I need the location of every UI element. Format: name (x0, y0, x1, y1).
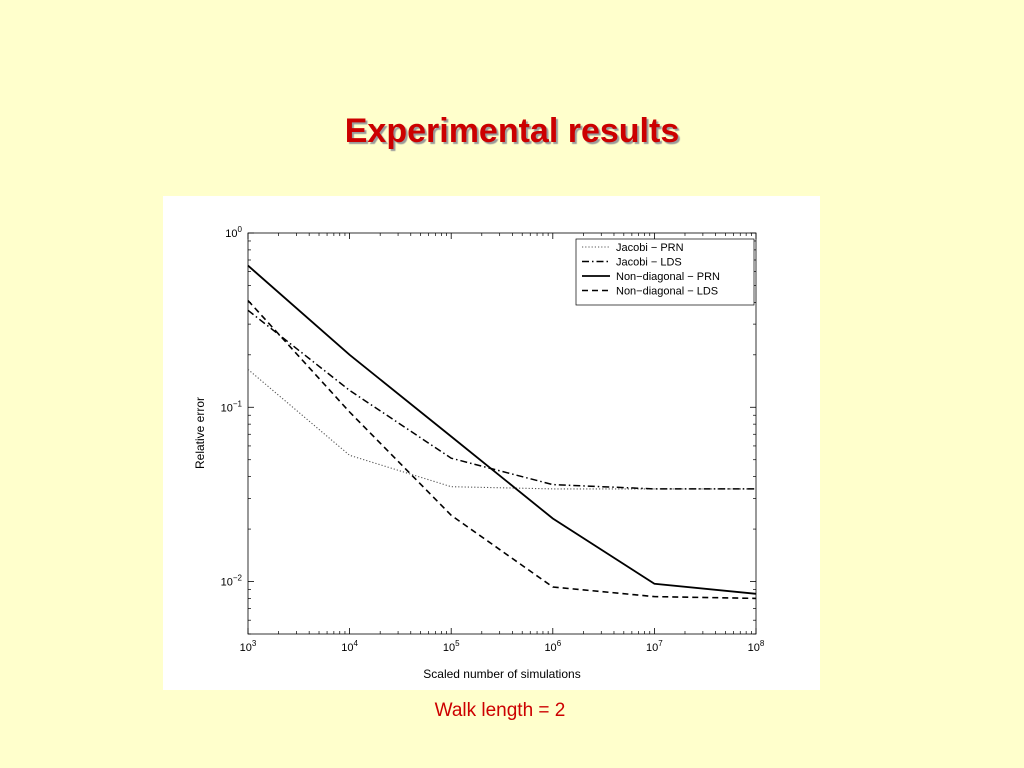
axis-ticks: 103 104 105 106 107 108 100 10−1 10−2 (221, 225, 765, 654)
legend-label: Jacobi − PRN (616, 242, 684, 254)
y-tick-label: 100 (225, 225, 242, 240)
slide-title: Experimental results (344, 112, 680, 150)
legend-box (575, 238, 755, 306)
x-tick-label: 103 (240, 639, 257, 654)
x-tick-label: 104 (341, 639, 358, 654)
x-tick-label: 107 (646, 639, 663, 654)
legend-label: Non−diagonal − PRN (616, 271, 720, 283)
chart-caption: Walk length = 2 (434, 700, 566, 721)
series-line (247, 309, 756, 490)
x-tick-label: 108 (748, 639, 765, 654)
series-line (247, 264, 757, 595)
legend-label: Jacobi − LDS (616, 257, 682, 269)
y-tick-label: 10−1 (221, 399, 243, 414)
series-lines (247, 264, 757, 600)
y-axis-label: Relative error (193, 397, 207, 469)
chart-legend: Jacobi − PRN Jacobi − LDS Non−diagonal − P… (575, 238, 755, 306)
x-tick-label: 105 (443, 639, 460, 654)
legend-label: Non−diagonal − LDS (616, 286, 718, 298)
line-chart: 103 104 105 106 107 108 100 10−1 10−2 Jacobi − P… (193, 225, 765, 681)
y-tick-label: 10−2 (221, 574, 243, 589)
series-line (247, 299, 757, 600)
chart-figure: 103 104 105 106 107 108 100 10−1 10−2 Jacobi − P… (163, 196, 820, 690)
x-axis-label: Scaled number of simulations (423, 667, 580, 681)
x-tick-label: 106 (544, 639, 561, 654)
